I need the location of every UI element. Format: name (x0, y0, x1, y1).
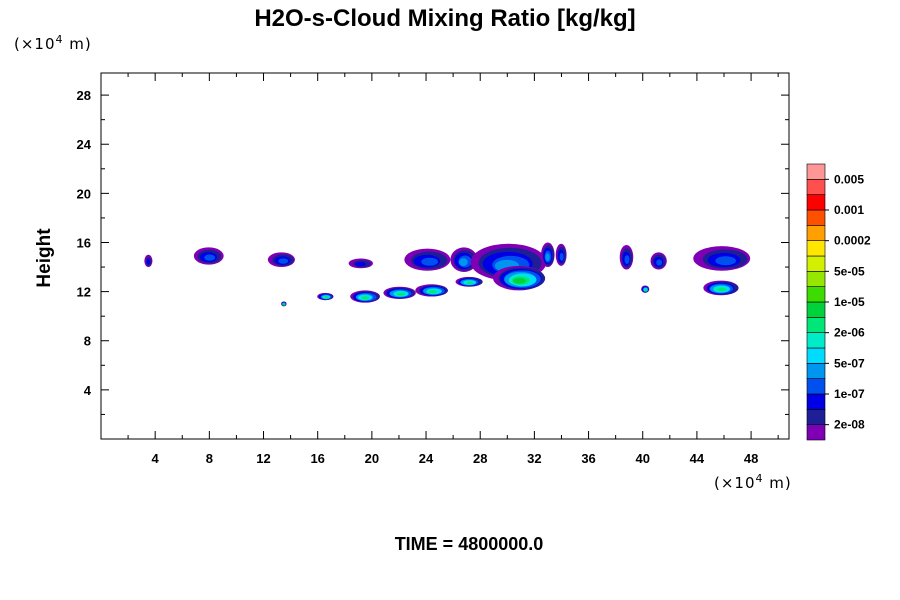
y-tick-label: 12 (77, 285, 91, 300)
cloud-region (493, 265, 546, 291)
cloud-contour-level-2 (355, 262, 366, 267)
cloud-region (541, 242, 555, 268)
cloud-region (650, 252, 667, 270)
x-tick-label: 8 (206, 451, 213, 466)
cloud-contour-level-4 (545, 253, 550, 262)
cloud-contour-level-3 (204, 254, 216, 261)
colorbar-box (806, 424, 826, 441)
cloud-region (641, 285, 650, 293)
cloud-region (703, 280, 739, 296)
cloud-contour-level-3 (278, 258, 289, 264)
x-tick-label: 24 (419, 451, 434, 466)
cloud-contour-level-3 (421, 257, 439, 266)
y-unit-label: (×104 m) (14, 33, 92, 53)
y-axis-title: Height (34, 228, 55, 288)
cloud-region (404, 248, 451, 271)
colorbar-box (806, 409, 826, 425)
cloud-region (383, 286, 416, 299)
cloud-region (455, 276, 483, 287)
cloud-contour-level-3 (559, 252, 564, 261)
colorbar-label: 5e-05 (834, 264, 865, 278)
colorbar-box (806, 393, 826, 410)
cloud-region (693, 246, 751, 271)
cloud-region (281, 301, 287, 307)
cloud-contour-level-4 (459, 258, 468, 267)
y-tick-label: 8 (84, 334, 91, 349)
x-tick-label: 32 (527, 451, 541, 466)
cloud-contour-level-2 (146, 259, 151, 265)
x-tick-label: 4 (152, 451, 160, 466)
cloud-contour-level-7 (397, 292, 406, 296)
cloud-contour-level-8 (282, 303, 285, 306)
colorbar-box (806, 194, 826, 211)
colorbar-box (806, 317, 826, 333)
colorbar-box (806, 286, 826, 303)
cloud-contour-level-7 (361, 296, 370, 300)
cloud-contour-level-7 (324, 296, 329, 299)
colorbar-label: 0.005 (834, 172, 864, 186)
x-tick-label: 48 (744, 451, 758, 466)
y-axis: 4 8 12 16 20 24 28 (77, 88, 789, 415)
cloud-contour-level-7 (644, 288, 647, 292)
cloud-region (415, 284, 448, 297)
colorbar-box (806, 225, 826, 241)
y-tick-label: 24 (77, 137, 92, 152)
cloud-region (348, 258, 373, 269)
colorbar-label: 2e-08 (834, 418, 865, 432)
colorbar-box (806, 271, 826, 287)
colorbar-box (806, 240, 826, 257)
cloud-contour-level-3 (715, 256, 737, 266)
cloud-region (350, 290, 380, 303)
x-tick-label: 20 (365, 451, 379, 466)
x-tick-label: 36 (581, 451, 595, 466)
y-tick-label: 4 (84, 383, 92, 398)
cloud-region (144, 254, 153, 268)
x-tick-label: 28 (473, 451, 487, 466)
x-tick-label: 12 (256, 451, 270, 466)
cloud-contour-level-7 (428, 290, 437, 294)
cloud-contour-level-7 (466, 281, 474, 285)
cloud-contour-level-3 (624, 255, 630, 264)
colorbar-box (806, 179, 826, 195)
x-tick-label: 16 (310, 451, 324, 466)
colorbar-box (806, 301, 826, 318)
colorbar-box (806, 363, 826, 379)
x-unit-label: (×104 m) (714, 472, 792, 492)
colorbar-label: 0.0002 (834, 234, 871, 248)
y-tick-label: 20 (77, 186, 91, 201)
colorbar-box (806, 209, 826, 226)
cloud-region (267, 252, 295, 268)
cloud-region (619, 244, 634, 270)
colorbar-box (806, 255, 826, 272)
cloud-region (193, 247, 224, 265)
x-tick-label: 40 (635, 451, 649, 466)
cloud-region (317, 292, 334, 301)
cloud-contour-level-8 (513, 277, 526, 284)
x-tick-label: 44 (690, 451, 705, 466)
x-axis: 4 8 12 16 20 24 28 32 36 40 44 48 (127, 73, 779, 466)
colorbar-box (806, 332, 826, 349)
colorbar-label: 0.001 (834, 203, 864, 217)
cloud-contour-level-3 (656, 259, 663, 266)
colorbar-box (806, 378, 826, 395)
cloud-field (144, 242, 751, 307)
colorbar-label: 1e-05 (834, 295, 865, 309)
colorbar-box (806, 347, 826, 364)
cloud-contour-level-7 (717, 287, 727, 292)
colorbar-label: 1e-07 (834, 387, 865, 401)
cloud-region (450, 247, 478, 272)
colorbar-label: 5e-07 (834, 356, 865, 370)
colorbar-box (806, 163, 826, 180)
colorbar: 2e-08 1e-07 5e-07 2e-06 1e-05 5e-05 0.0002 0.00… (806, 163, 871, 441)
y-tick-label: 28 (77, 88, 91, 103)
chart-title: H2O-s-Cloud Mixing Ratio [kg/kg] (254, 5, 635, 32)
colorbar-label: 2e-06 (834, 326, 865, 340)
cloud-region (555, 243, 567, 266)
time-label: TIME = 4800000.0 (395, 534, 544, 554)
y-tick-label: 16 (77, 235, 91, 250)
plot-frame (100, 72, 790, 440)
